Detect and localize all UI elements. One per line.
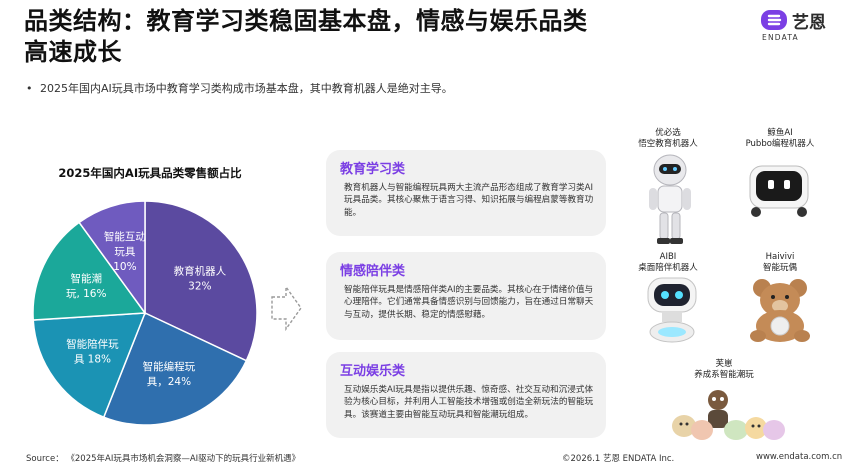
pie-slice-label: 智能编程玩 [143, 360, 196, 373]
pie-slice-label: 智能潮 [70, 272, 102, 285]
card-entertainment: 互动娱乐类 互动娱乐类AI玩具是指以提供乐趣、惊奇感、社交互动和沉浸式体验为核心… [326, 352, 606, 438]
pie-slice [102, 311, 248, 426]
pie-slice-label: 智能陪伴玩 [66, 338, 119, 351]
product-name: Haivivi [765, 252, 795, 262]
pubbo-robot-image [749, 165, 809, 217]
page-title: 品类结构：教育学习类稳固基本盘，情感与娱乐品类 高速成长 [24, 6, 664, 68]
product-desc: 悟空教育机器人 [638, 138, 698, 149]
product-label-aibi: AIBI 桌面陪伴机器人 [626, 252, 710, 273]
card-education: 教育学习类 教育机器人与智能编程玩具两大主流产品形态组成了教育学习类AI玩具品类… [326, 150, 606, 236]
page-title-line2: 高速成长 [24, 38, 122, 66]
card-companion-body: 智能陪伴玩具是情感陪伴类AI的主要品类。其核心在于情绪价值与心理陪伴。它们通常具… [344, 285, 594, 320]
product-label-haivivi: Haivivi 智能玩偶 [738, 252, 822, 273]
product-name: AIBI [659, 252, 677, 262]
card-education-body: 教育机器人与智能编程玩具两大主流产品形态组成了教育学习类AI玩具品类。其核心聚焦… [344, 183, 594, 218]
aibi-robot-image [647, 277, 697, 343]
pie-slice-label: 玩具 [114, 246, 135, 258]
product-desc: Pubbo编程机器人 [745, 138, 815, 149]
pie-slice-label: 教育机器人 [174, 265, 227, 278]
card-entertainment-heading: 互动娱乐类 [340, 364, 406, 379]
pie-slice [32, 221, 147, 321]
bullet-text: 2025年国内AI玩具市场中教育学习类构成市场基本盘，其中教育机器人是绝对主导。 [40, 82, 453, 95]
copyright: ©2026.1 艺恩 ENDATA Inc. [562, 454, 675, 464]
ubtech-robot-image [649, 154, 691, 244]
product-desc: 桌面陪伴机器人 [638, 262, 698, 273]
haivivi-plush-image [750, 279, 810, 342]
pie-slice-label: 玩, 16% [66, 288, 107, 300]
product-name: 芙崽 [715, 359, 733, 369]
pie-slice-label: 具，24% [147, 376, 191, 388]
logo-sub: ENDATA [762, 33, 799, 42]
summary-bullet: • 2025年国内AI玩具市场中教育学习类构成市场基本盘，其中教育机器人是绝对主导… [26, 80, 453, 96]
pie-chart: 教育机器人 32% 智能编程玩具，24% 智能陪伴玩具 18% 智能潮玩, 16% 智能互… [32, 200, 258, 426]
chart-title: 2025年国内AI玩具品类零售额占比 [58, 166, 242, 180]
logo-name: 艺恩 [792, 13, 826, 33]
endata-logo-icon [761, 10, 787, 30]
pie-slice [32, 312, 147, 419]
pie-slice-label: 智能互动 [104, 230, 146, 243]
product-desc: 养成系智能潮玩 [694, 369, 754, 380]
bullet-marker: • [26, 82, 33, 95]
pie-slice-label: 32% [188, 281, 211, 293]
product-name: 鲸鱼AI [767, 128, 793, 138]
product-name: 优必选 [655, 128, 681, 138]
product-desc: 智能玩偶 [762, 262, 797, 273]
product-label-ubtech: 优必选 悟空教育机器人 [626, 128, 710, 149]
source-note: Source： 《2025年AI玩具市场机会洞察—AI驱动下的玩具行业新机遇》 [26, 454, 301, 464]
page-title-line1: 品类结构：教育学习类稳固基本盘，情感与娱乐品类 [24, 7, 588, 35]
pie-slice [144, 200, 258, 362]
fuzai-toys-image [672, 390, 785, 440]
product-label-fuzai: 芙崽 养成系智能潮玩 [682, 359, 766, 380]
card-companion-heading: 情感陪伴类 [340, 264, 406, 279]
card-entertainment-body: 互动娱乐类AI玩具是指以提供乐趣、惊奇感、社交互动和沉浸式体验为核心目标，并利用… [344, 385, 594, 420]
card-education-heading: 教育学习类 [340, 162, 406, 177]
pie-slice-label: 10% [113, 261, 136, 273]
right-arrow-icon [271, 284, 302, 332]
pie-slice-label: 具 18% [74, 354, 111, 366]
endata-logo: 艺恩 ENDATA [760, 8, 840, 44]
product-label-pubbo: 鲸鱼AI Pubbo编程机器人 [738, 128, 822, 149]
website-link[interactable]: www.endata.com.cn [756, 452, 843, 462]
card-companion: 情感陪伴类 智能陪伴玩具是情感陪伴类AI的主要品类。其核心在于情绪价值与心理陪伴… [326, 252, 606, 340]
pie-slice [78, 200, 146, 316]
